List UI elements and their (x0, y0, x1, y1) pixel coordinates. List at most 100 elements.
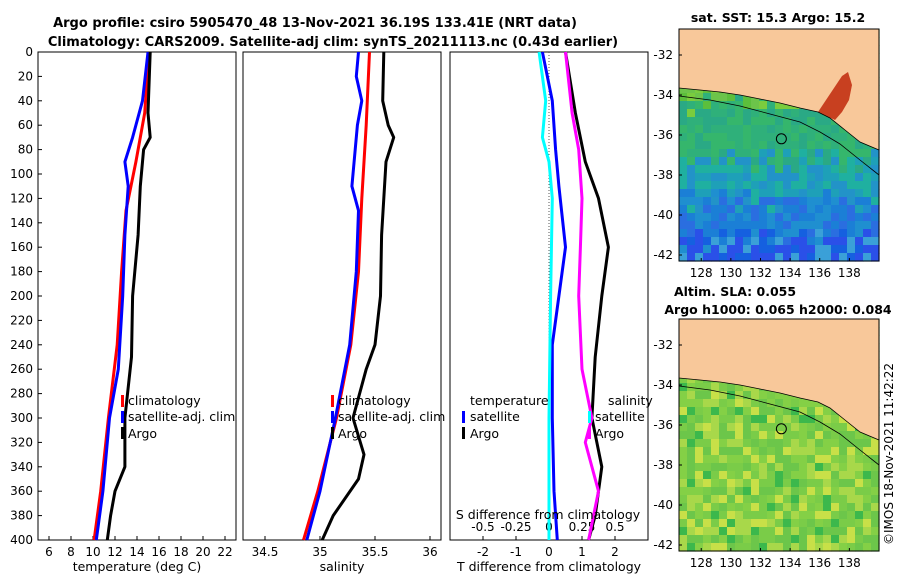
field-cell (743, 125, 752, 134)
field-cell (727, 125, 736, 134)
field-cell (743, 173, 752, 182)
field-cell (815, 503, 824, 512)
field-cell (783, 407, 792, 416)
field-cell (783, 415, 792, 424)
field-cell (767, 141, 776, 150)
field-cell (759, 543, 768, 552)
series-line-satellite-adj-clim (94, 51, 150, 541)
field-cell (847, 157, 856, 166)
field-cell (799, 109, 808, 118)
field-cell (783, 439, 792, 448)
field-cell (799, 157, 808, 166)
field-cell (751, 487, 760, 496)
field-cell (751, 431, 760, 440)
field-cell (799, 503, 808, 512)
field-cell (783, 455, 792, 464)
field-cell (751, 495, 760, 504)
field-cell (735, 495, 744, 504)
field-cell (791, 253, 800, 262)
field-cell (695, 495, 704, 504)
field-cell (831, 197, 840, 206)
field-cell (703, 511, 712, 520)
field-cell (807, 503, 816, 512)
field-cell (775, 237, 784, 246)
field-cell (839, 455, 848, 464)
field-cell (687, 431, 696, 440)
field-cell (815, 423, 824, 432)
field-cell (767, 487, 776, 496)
field-cell (799, 237, 808, 246)
field-cell (703, 125, 712, 134)
field-cell (863, 229, 872, 238)
field-cell (807, 181, 816, 190)
field-cell (719, 527, 728, 536)
field-cell (831, 173, 840, 182)
field-cell (871, 229, 880, 238)
field-cell (799, 141, 808, 150)
field-cell (775, 503, 784, 512)
field-cell (687, 253, 696, 262)
lat-tick-label: -34 (653, 378, 673, 392)
field-cell (711, 101, 720, 110)
series-line-argo (105, 51, 152, 541)
field-cell (727, 535, 736, 544)
field-cell (831, 149, 840, 158)
field-cell (855, 157, 864, 166)
field-cell (863, 245, 872, 254)
field-cell (687, 125, 696, 134)
field-cell (847, 511, 856, 520)
field-cell (743, 383, 752, 392)
field-cell (831, 157, 840, 166)
field-cell (847, 237, 856, 246)
field-cell (807, 519, 816, 528)
field-cell (727, 133, 736, 142)
field-cell (727, 447, 736, 456)
field-cell (711, 205, 720, 214)
field-cell (711, 495, 720, 504)
field-cell (695, 213, 704, 222)
field-cell (695, 455, 704, 464)
field-cell (703, 503, 712, 512)
field-cell (703, 383, 712, 392)
field-cell (751, 109, 760, 118)
field-cell (863, 173, 872, 182)
field-cell (775, 125, 784, 134)
field-cell (759, 197, 768, 206)
sst-map: sat. SST: 15.3 Argo: 15.2 128 130 132 134 13… (653, 10, 880, 280)
field-cell (751, 519, 760, 528)
field-cell (751, 253, 760, 262)
field-cell (839, 189, 848, 198)
field-cell (775, 391, 784, 400)
field-cell (831, 471, 840, 480)
field-cell (871, 503, 880, 512)
field-cell (719, 543, 728, 552)
field-cell (839, 133, 848, 142)
lat-tick-label: -32 (653, 48, 673, 62)
field-cell (679, 205, 688, 214)
lat-tick-label: -42 (653, 538, 673, 552)
depth-tick-label: 80 (18, 143, 33, 157)
field-cell (703, 141, 712, 150)
field-cell (799, 197, 808, 206)
field-cell (815, 399, 824, 408)
field-cell (695, 519, 704, 528)
field-cell (735, 415, 744, 424)
field-cell (719, 487, 728, 496)
field-cell (871, 205, 880, 214)
field-cell (775, 117, 784, 126)
field-cell (687, 133, 696, 142)
field-cell (839, 173, 848, 182)
field-cell (759, 535, 768, 544)
field-cell (791, 245, 800, 254)
temperature-series (92, 51, 152, 541)
field-cell (759, 447, 768, 456)
field-cell (799, 213, 808, 222)
field-cell (855, 511, 864, 520)
depth-tick-label: 40 (18, 94, 33, 108)
field-cell (751, 237, 760, 246)
field-cell (767, 165, 776, 174)
field-cell (711, 245, 720, 254)
field-cell (751, 165, 760, 174)
field-cell (831, 447, 840, 456)
field-cell (807, 165, 816, 174)
